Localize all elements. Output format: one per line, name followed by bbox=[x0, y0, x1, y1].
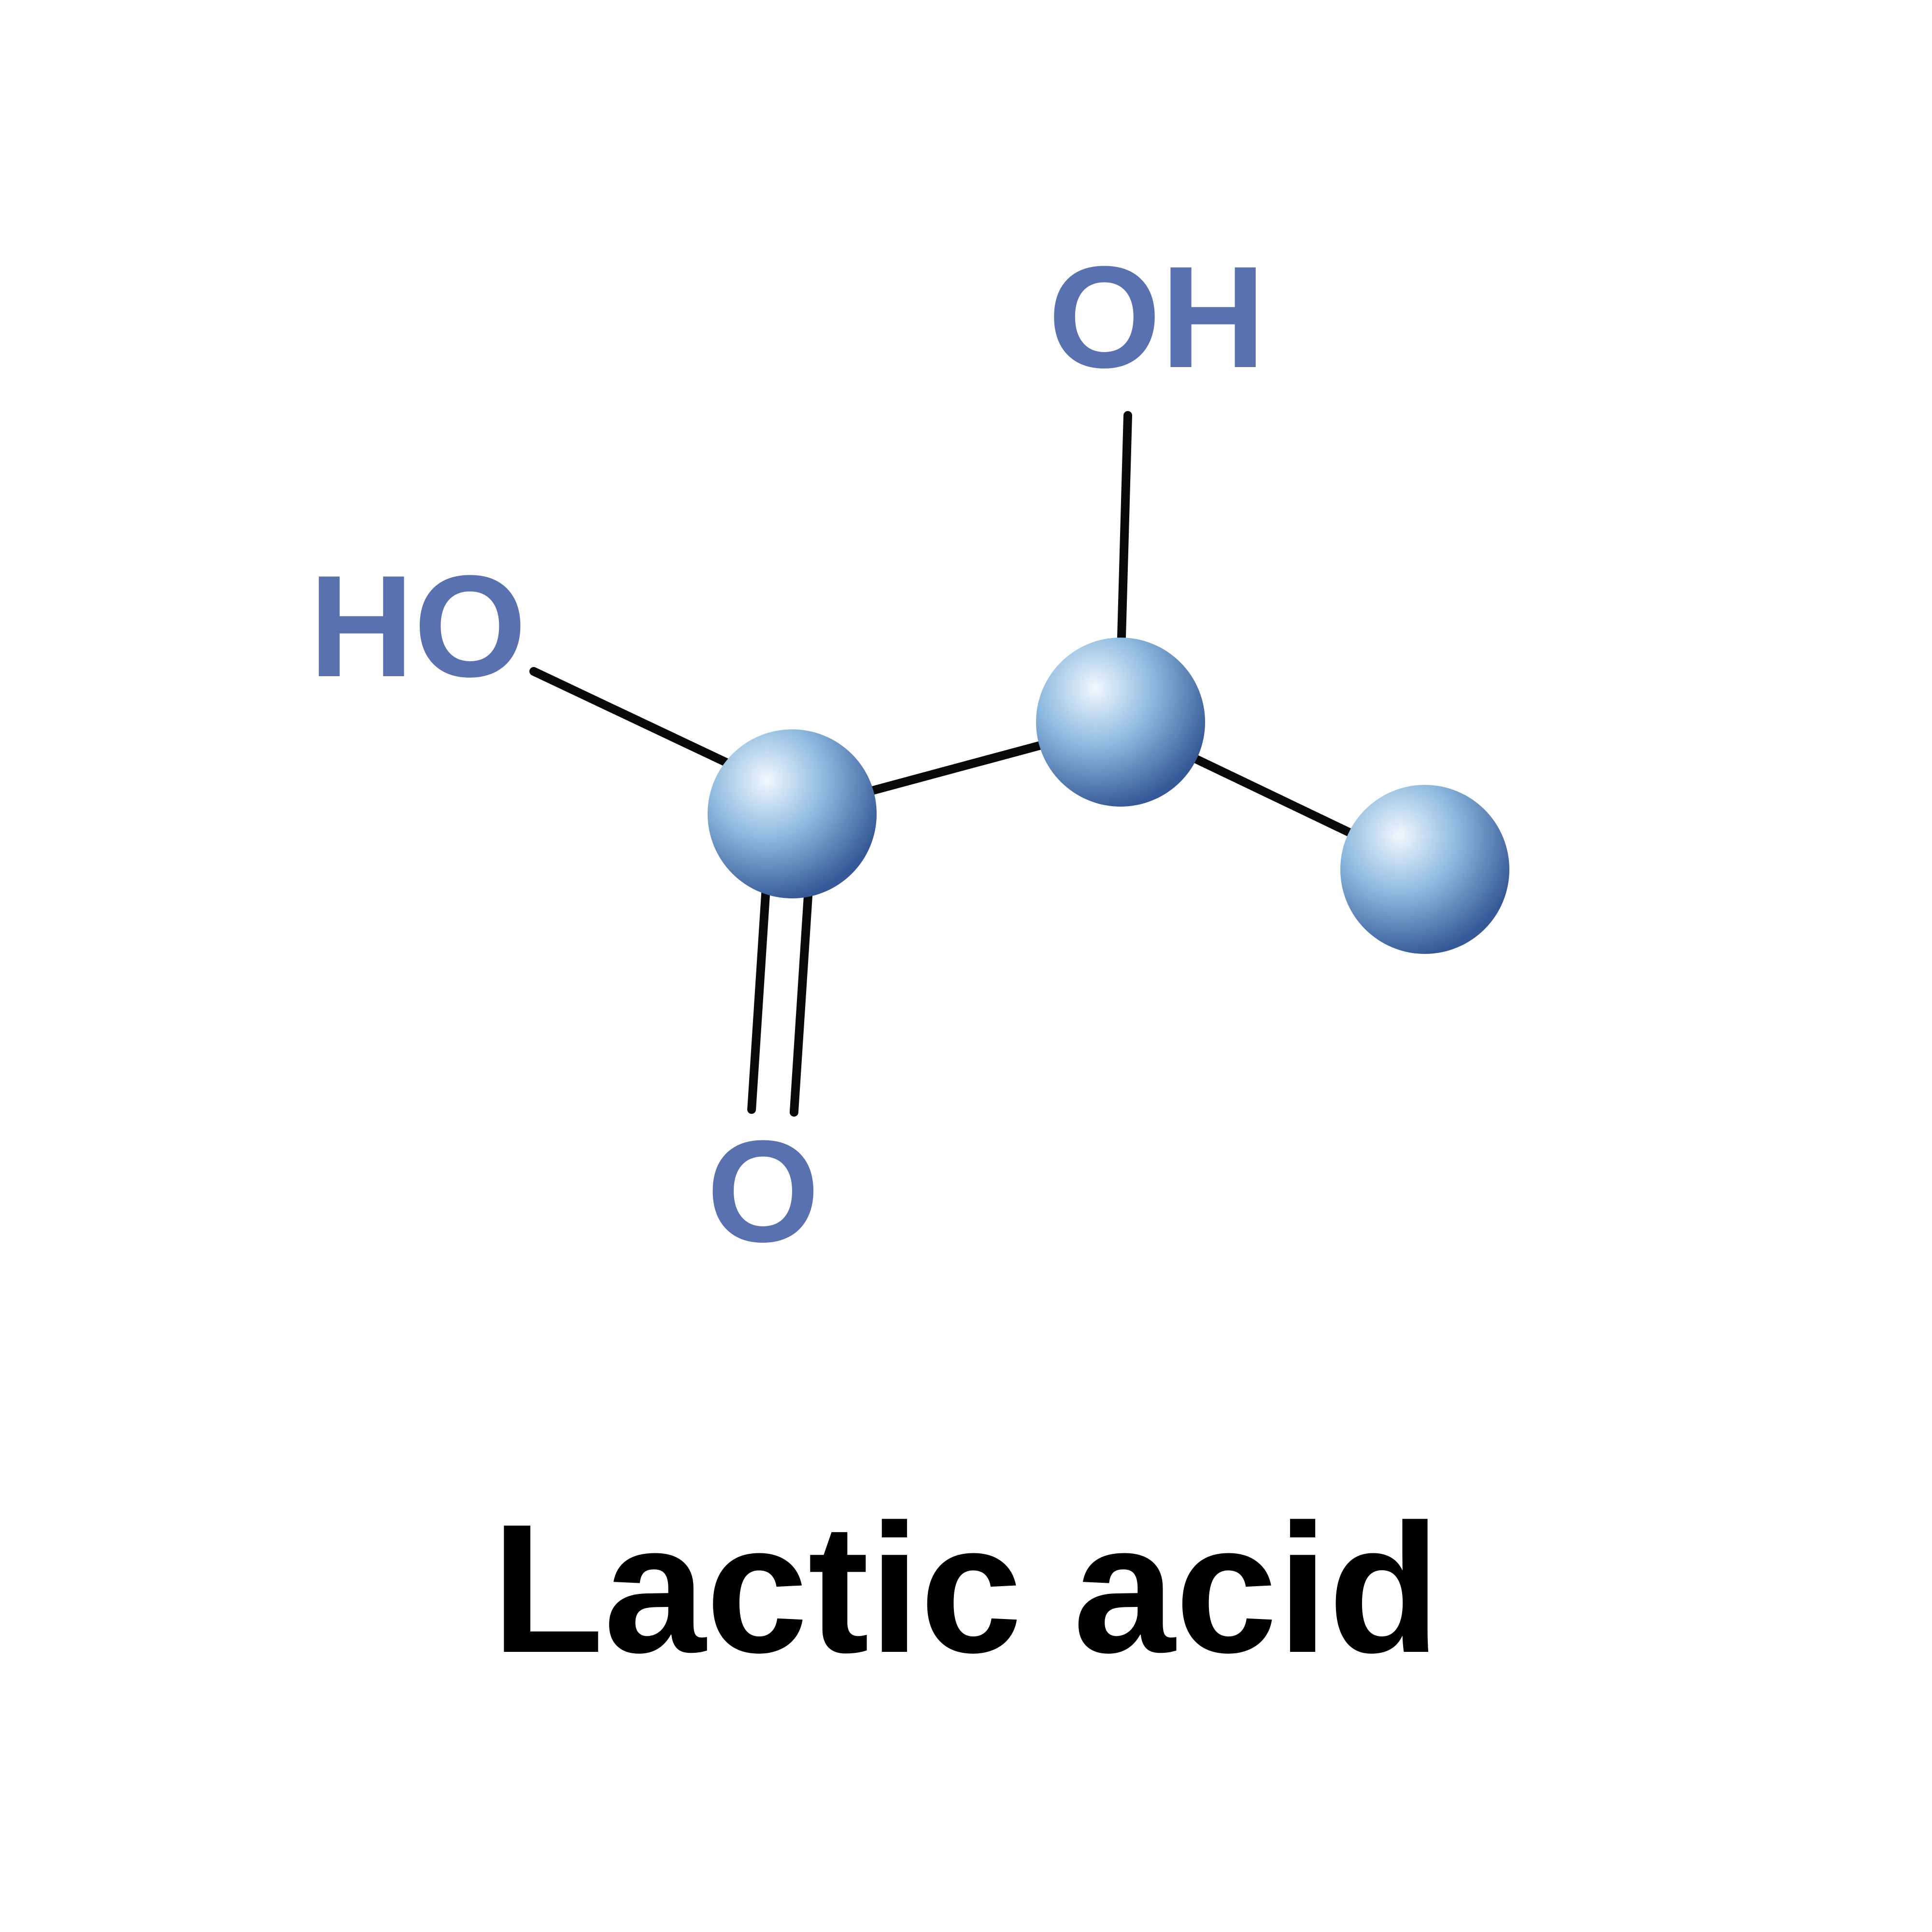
molecule-diagram: OH HO O Lactic acid bbox=[0, 0, 1932, 1932]
molecule-title: Lactic acid bbox=[492, 1486, 1440, 1691]
atom-sphere-ch3 bbox=[1340, 785, 1509, 954]
atom-sphere-c1 bbox=[708, 729, 877, 898]
atom-label-oh-top: OH bbox=[1048, 236, 1265, 398]
atom-sphere-c2 bbox=[1036, 638, 1205, 807]
atom-label-ho-left: HO bbox=[309, 545, 526, 707]
atom-label-o-bottom: O bbox=[707, 1110, 819, 1272]
